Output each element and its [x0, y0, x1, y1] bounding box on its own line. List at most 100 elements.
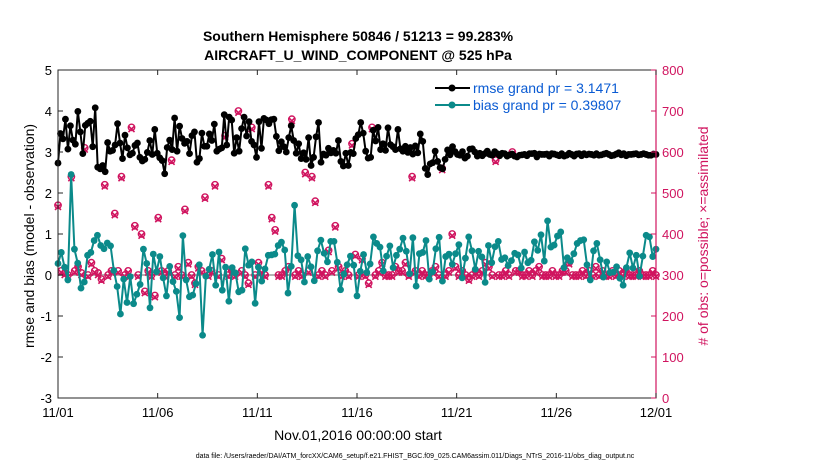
- bias-point: [94, 231, 101, 239]
- obs-possible-point: [130, 221, 139, 230]
- rmse-point: [235, 147, 243, 155]
- bias-point: [452, 250, 459, 258]
- bias-point: [439, 277, 446, 285]
- obs-assimilated-point: [311, 199, 319, 207]
- bias-point: [222, 263, 229, 271]
- bias-point: [149, 250, 157, 258]
- obs-possible-point: [137, 230, 146, 238]
- obs-assimilated-point: [181, 207, 189, 215]
- bias-point: [448, 260, 456, 268]
- bias-point: [379, 267, 387, 275]
- rmse-point: [344, 162, 352, 169]
- obs-assimilated-point: [271, 227, 279, 236]
- bias-point: [57, 249, 65, 256]
- bias-point: [228, 264, 236, 272]
- rmse-point: [67, 122, 74, 130]
- obs-possible-point: [117, 172, 126, 181]
- rmse-point: [79, 150, 87, 158]
- bias-point: [517, 264, 525, 272]
- bias-point: [616, 274, 624, 282]
- obs-assimilated-point: [127, 125, 136, 133]
- bias-point: [429, 268, 436, 276]
- obs-assimilated-point: [97, 277, 105, 285]
- x-tick-label: 11/11: [242, 405, 273, 420]
- bias-point: [225, 297, 233, 305]
- bias-point: [117, 310, 124, 318]
- x-tick-label: 11/26: [541, 405, 573, 420]
- bias-point: [159, 274, 167, 282]
- y-tick-label-left: 3: [45, 145, 52, 160]
- rmse-point: [253, 153, 260, 161]
- rmse-point: [223, 141, 231, 149]
- rmse-point: [74, 108, 82, 115]
- rmse-point: [282, 148, 290, 156]
- bias-point: [570, 250, 578, 258]
- rmse-point: [305, 134, 313, 142]
- rmse-point: [134, 139, 141, 147]
- obs-possible-point: [264, 180, 273, 189]
- obs-possible-point: [394, 266, 403, 275]
- rmse-point: [151, 126, 159, 133]
- y-axis-right-label: # of obs: o=possible; ×=assimilated: [695, 126, 711, 345]
- y-tick-label-right: 300: [662, 268, 684, 283]
- rmse-point: [310, 153, 317, 161]
- bias-point: [320, 249, 328, 257]
- rmse-point: [203, 142, 211, 150]
- bias-point: [333, 258, 341, 266]
- rmse-point: [238, 125, 246, 133]
- bias-point: [458, 274, 466, 282]
- rmse-point: [295, 140, 303, 148]
- bias-point: [64, 276, 72, 284]
- obs-assimilated-point: [184, 260, 192, 268]
- bias-point: [307, 263, 315, 271]
- bias-point: [488, 259, 496, 267]
- obs-possible-point: [311, 197, 320, 206]
- bias-point: [61, 263, 68, 271]
- rmse-point: [233, 134, 241, 142]
- y-axis-left-label: rmse and bias (model - observation): [21, 124, 37, 348]
- legend-rmse-marker: [448, 84, 456, 92]
- rmse-point: [57, 130, 64, 137]
- rmse-point: [141, 155, 149, 163]
- obs-possible-point: [234, 107, 243, 115]
- bias-point: [603, 258, 611, 266]
- rmse-point: [414, 149, 422, 157]
- bias-point: [166, 262, 174, 270]
- bias-point: [74, 259, 82, 267]
- bias-point: [485, 242, 492, 249]
- bias-point: [491, 243, 499, 251]
- x-tick-label: 11/16: [341, 405, 373, 420]
- obs-assimilated-point: [264, 182, 273, 191]
- obs-assimilated-point: [141, 289, 149, 297]
- bias-point: [560, 264, 568, 272]
- rmse-point: [439, 165, 447, 173]
- rmse-point: [240, 113, 248, 121]
- obs-possible-point: [244, 279, 253, 288]
- rmse-point: [158, 157, 166, 165]
- bias-point: [261, 265, 269, 273]
- rmse-point: [300, 149, 308, 157]
- rmse-point: [459, 148, 466, 155]
- chart-title-line2: AIRCRAFT_U_WIND_COMPONENT @ 525 hPa: [204, 47, 512, 63]
- bias-point: [600, 273, 607, 281]
- rmse-point: [374, 124, 382, 131]
- rmse-point: [86, 117, 94, 125]
- bias-point: [340, 270, 348, 278]
- bias-point: [649, 253, 657, 260]
- bias-point: [386, 242, 394, 250]
- bias-point: [422, 237, 430, 244]
- bias-point: [544, 217, 551, 225]
- bias-point: [580, 236, 588, 244]
- bias-point: [639, 252, 647, 260]
- bias-point: [330, 237, 338, 245]
- obs-possible-point: [241, 271, 249, 279]
- obs-assimilated-point: [301, 170, 309, 178]
- rmse-point: [258, 144, 265, 152]
- bias-point: [596, 256, 604, 264]
- bias-point: [202, 272, 210, 280]
- rmse-point: [312, 133, 320, 141]
- bias-point: [71, 245, 78, 253]
- bias-point: [130, 300, 137, 308]
- bias-point: [238, 286, 246, 294]
- rmse-point: [171, 114, 179, 122]
